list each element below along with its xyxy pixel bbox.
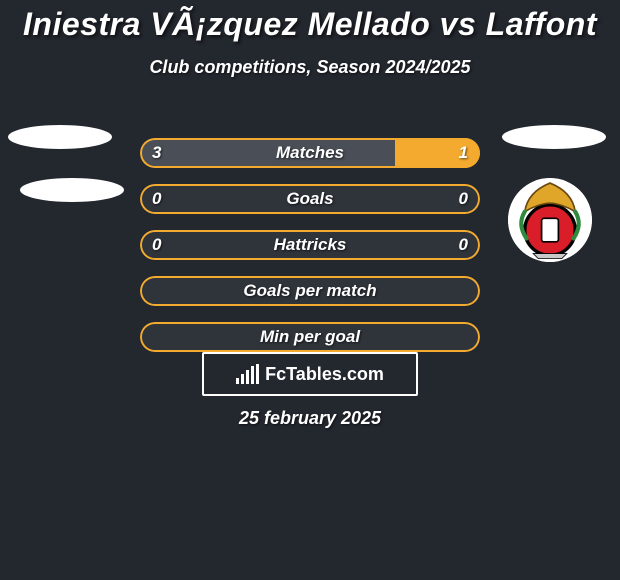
bar-chart-icon bbox=[236, 364, 259, 384]
page-title: Iniestra VÃ¡zquez Mellado vs Laffont bbox=[0, 0, 620, 43]
club-badge-icon bbox=[508, 178, 592, 262]
generation-date: 25 february 2025 bbox=[0, 408, 620, 429]
page-subtitle: Club competitions, Season 2024/2025 bbox=[0, 57, 620, 78]
player2-placeholder-icon bbox=[502, 125, 606, 149]
stat-row: Min per goal bbox=[0, 322, 620, 352]
stat-label: Matches bbox=[140, 138, 480, 168]
stat-label: Min per goal bbox=[140, 322, 480, 352]
stat-row: Goals per match bbox=[0, 276, 620, 306]
stat-label: Goals per match bbox=[140, 276, 480, 306]
branding-box: FcTables.com bbox=[202, 352, 418, 396]
branding-label: FcTables.com bbox=[265, 364, 384, 385]
stat-label: Goals bbox=[140, 184, 480, 214]
player1-placeholder-icon bbox=[8, 125, 112, 149]
player1-placeholder-icon bbox=[20, 178, 124, 202]
stat-label: Hattricks bbox=[140, 230, 480, 260]
